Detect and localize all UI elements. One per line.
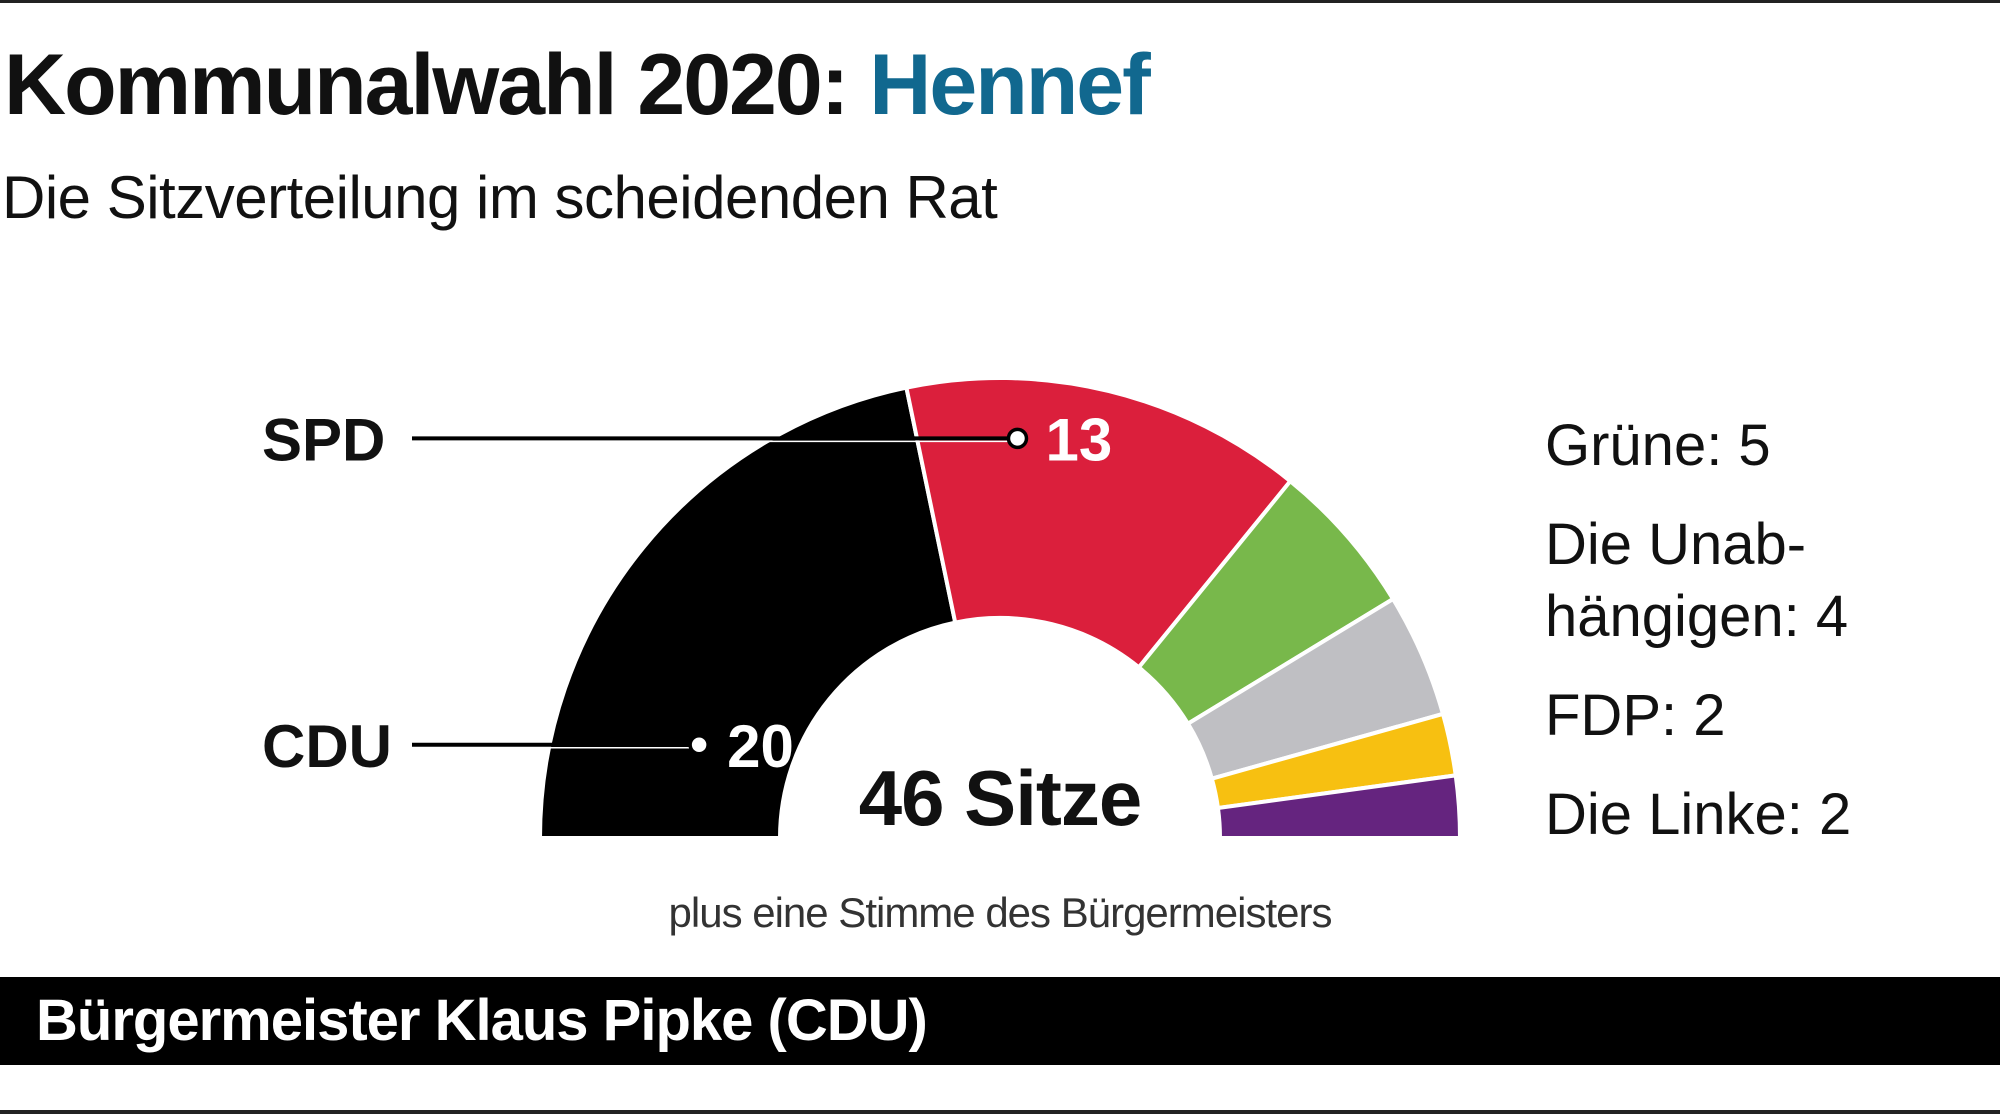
page-title: Kommunalwahl 2020: Hennef — [4, 42, 1151, 128]
seat-count-cdu: 20 — [727, 713, 794, 780]
mayor-vote-note: plus eine Stimme des Bürgermeisters — [669, 889, 1332, 936]
seat-count-spd: 13 — [1045, 406, 1112, 473]
legend-item-text: Die Unab- — [1545, 512, 1807, 577]
legend-item: Die Linke: 2 — [1545, 779, 1965, 851]
legend-item: Die Unab-hängigen: 4 — [1545, 509, 1965, 653]
slice-spd — [904, 376, 1294, 671]
legend-item: Grüne: 5 — [1545, 410, 1965, 482]
bottom-rule — [0, 1110, 2000, 1114]
top-rule — [0, 0, 2000, 3]
chart-slices — [537, 376, 1463, 840]
chart-legend: Grüne: 5 Die Unab-hängigen: 4 FDP: 2 Die Li… — [1545, 410, 1965, 878]
title-place: Hennef — [869, 37, 1150, 133]
leader-dot-spd — [1006, 427, 1029, 450]
footer-bar: Bürgermeister Klaus Pipke (CDU) — [0, 977, 2000, 1065]
legend-item-text: Die Linke: 2 — [1545, 782, 1852, 847]
legend-item-text: FDP: 2 — [1545, 683, 1726, 748]
party-label-cdu: CDU — [262, 713, 392, 780]
legend-item-text-continued: hängigen: 4 — [1545, 584, 1849, 649]
legend-item: FDP: 2 — [1545, 680, 1965, 752]
leader-dot-cdu — [688, 734, 710, 756]
slice-cdu — [537, 385, 958, 840]
slice-die-linke — [1215, 773, 1463, 840]
party-label-spd: SPD — [262, 406, 385, 473]
chart-callouts: CDU 20 SPD 13 — [262, 406, 1112, 779]
chart-subtitle: Die Sitzverteilung im scheidenden Rat — [2, 164, 998, 231]
legend-item-text: Grüne: 5 — [1545, 413, 1771, 478]
mayor-label: Bürgermeister Klaus Pipke (CDU) — [36, 988, 928, 1053]
total-seats-label: 46 Sitze — [859, 754, 1141, 842]
title-prefix: Kommunalwahl 2020: — [4, 37, 849, 133]
